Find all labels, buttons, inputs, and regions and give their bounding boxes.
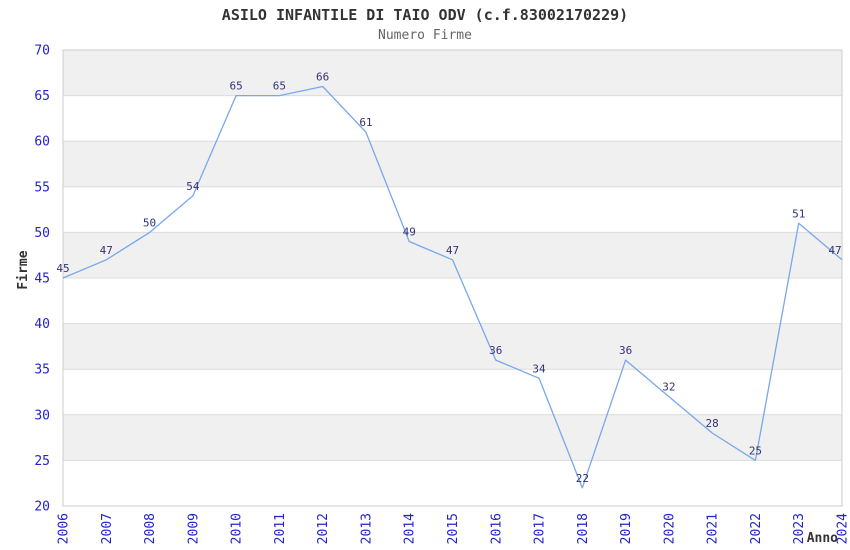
data-label: 47 (100, 244, 113, 257)
x-tick-label: 2010 (230, 513, 245, 544)
data-label: 61 (359, 116, 372, 129)
data-label: 51 (792, 207, 805, 220)
y-tick-label: 25 (34, 454, 50, 469)
data-label: 49 (403, 226, 416, 239)
y-tick-label: 60 (34, 135, 50, 150)
y-tick-label: 30 (34, 408, 50, 423)
data-label: 54 (186, 180, 200, 193)
y-tick-label: 20 (34, 500, 50, 515)
chart-title: ASILO INFANTILE DI TAIO ODV (c.f.8300217… (222, 6, 628, 24)
data-label: 22 (576, 472, 589, 485)
plot-band (63, 323, 842, 370)
data-label: 45 (56, 262, 69, 275)
x-tick-label: 2021 (706, 513, 721, 544)
x-axis-title: Anno (807, 531, 838, 546)
data-label: 65 (229, 80, 242, 93)
x-axis-tick-labels: 2006 2007 2008 2009 2010 2011 2012 2013 2014 2015… (57, 513, 850, 544)
y-tick-label: 65 (34, 89, 50, 104)
x-tick-label: 2019 (619, 513, 634, 544)
data-point-labels: 45 47 50 54 65 65 66 61 49 47 36 34 22 36 32 28 25 51 47 (56, 70, 841, 484)
x-tick-label: 2022 (749, 513, 764, 544)
x-tick-label: 2018 (576, 513, 591, 544)
y-axis-tick-labels: 20 25 30 35 40 45 50 55 60 65 70 (34, 44, 50, 515)
data-label: 34 (532, 362, 546, 375)
x-tick-label: 2012 (316, 513, 331, 544)
y-tick-label: 70 (34, 44, 50, 59)
x-tick-label: 2007 (100, 513, 115, 544)
data-label: 36 (489, 344, 502, 357)
plot-bands (63, 50, 842, 461)
data-label: 47 (828, 244, 841, 257)
x-tick-label: 2017 (533, 513, 548, 544)
data-label: 65 (273, 80, 286, 93)
data-label: 66 (316, 70, 329, 83)
x-tick-label: 2015 (446, 513, 461, 544)
plot-band (63, 232, 842, 278)
data-label: 36 (619, 344, 632, 357)
gridlines (63, 95, 842, 461)
chart-subtitle: Numero Firme (378, 28, 472, 43)
x-tick-label: 2016 (489, 513, 504, 544)
x-tick-label: 2008 (143, 513, 158, 544)
y-tick-label: 40 (34, 317, 50, 332)
y-tick-label: 35 (34, 363, 50, 378)
plot-band (63, 414, 842, 461)
data-label: 47 (446, 244, 459, 257)
x-tick-label: 2024 (836, 513, 850, 544)
x-tick-label: 2014 (403, 513, 418, 544)
x-tick-label: 2009 (186, 513, 201, 544)
plot-band (63, 141, 842, 187)
plot-band (63, 50, 842, 96)
series-line (62, 85, 843, 489)
y-tick-label: 50 (34, 226, 50, 241)
data-series (62, 85, 843, 489)
data-label: 25 (749, 444, 762, 457)
x-tick-label: 2013 (359, 513, 374, 544)
y-axis-title: Firme (16, 250, 31, 289)
y-tick-label: 55 (34, 180, 50, 195)
x-tick-label: 2020 (662, 513, 677, 544)
data-label: 32 (662, 381, 675, 394)
x-tick-label: 2006 (57, 513, 72, 544)
data-label: 50 (143, 216, 156, 229)
y-tick-label: 45 (34, 272, 50, 287)
data-label: 28 (706, 417, 719, 430)
x-tick-label: 2023 (792, 513, 807, 544)
x-tick-label: 2011 (273, 513, 288, 544)
